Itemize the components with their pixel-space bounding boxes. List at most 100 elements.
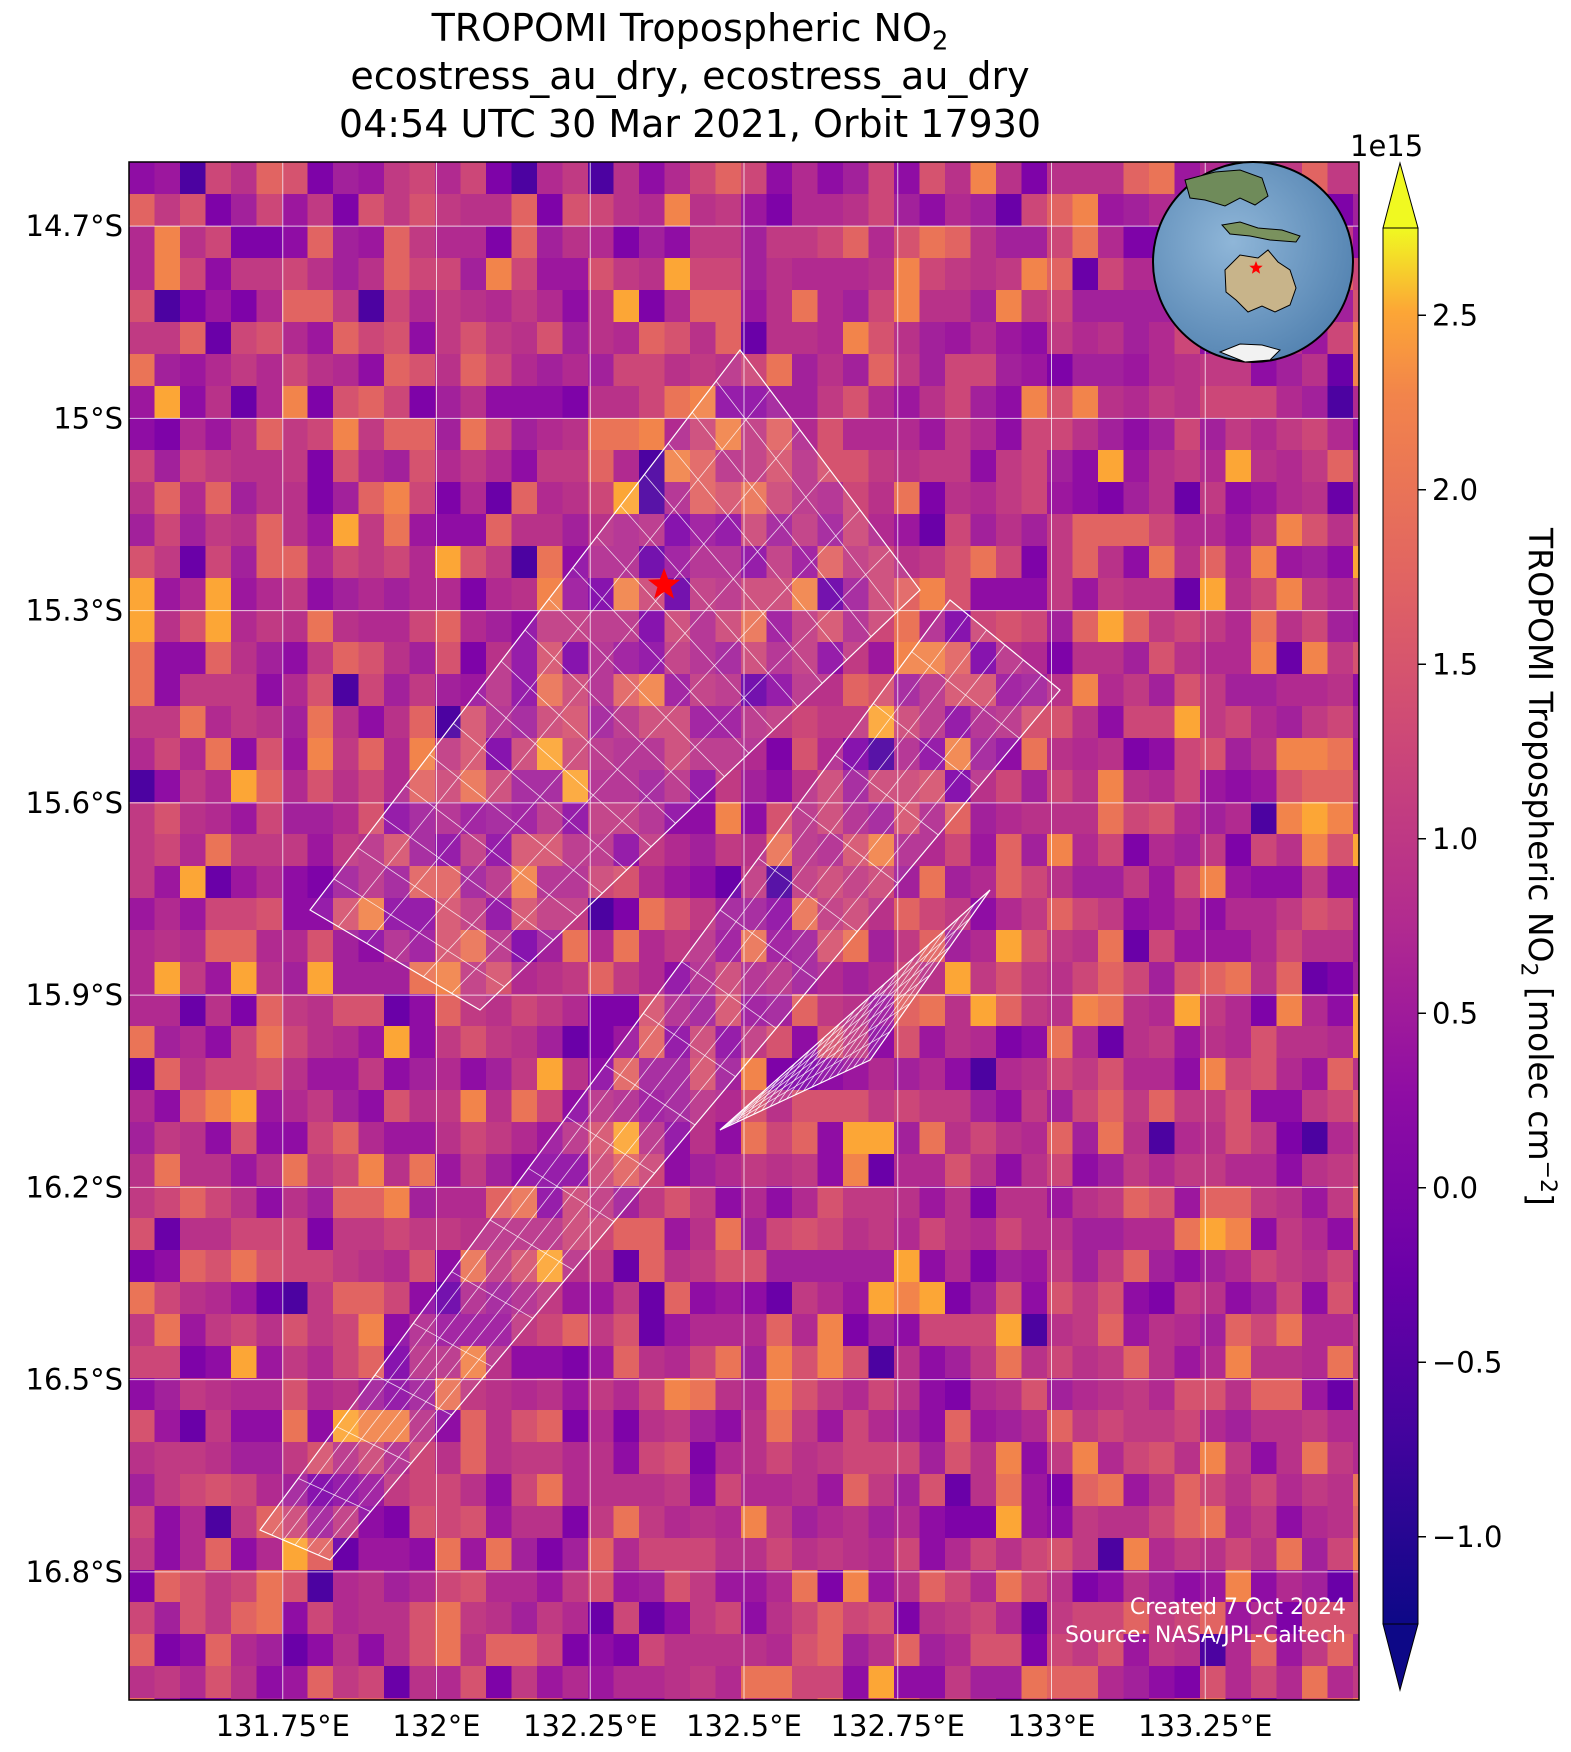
no2-pixel [741,1346,768,1379]
no2-pixel [970,1602,997,1635]
no2-pixel [384,1666,411,1699]
no2-pixel [1174,770,1201,803]
no2-pixel [409,674,436,707]
no2-pixel [1200,514,1227,547]
no2-pixel [715,802,742,835]
no2-pixel [1174,1410,1201,1443]
no2-pixel [460,1058,487,1091]
no2-pixel [307,738,334,771]
no2-pixel [180,930,207,963]
no2-pixel [1098,1090,1125,1123]
no2-pixel [639,1538,666,1571]
no2-pixel [792,1634,819,1667]
no2-pixel [1200,994,1227,1027]
no2-pixel [562,258,589,291]
no2-pixel [358,1282,385,1315]
no2-pixel [843,802,870,835]
no2-pixel [333,322,360,355]
no2-pixel [333,1122,360,1155]
no2-pixel [1251,1122,1278,1155]
no2-pixel [817,1538,844,1571]
no2-pixel [384,578,411,611]
no2-pixel [1251,898,1278,931]
latitude-tick-label: 15.3°S [26,594,123,628]
no2-pixel [511,514,538,547]
no2-pixel [231,1346,258,1379]
latitude-tick-label: 14.7°S [26,209,123,243]
no2-pixel [1047,738,1074,771]
no2-pixel [1174,738,1201,771]
no2-pixel [741,514,768,547]
no2-pixel [231,514,258,547]
no2-pixel [970,1634,997,1667]
no2-pixel [1327,738,1354,771]
no2-pixel [537,1442,564,1475]
no2-pixel [282,834,309,867]
no2-pixel [1021,418,1048,451]
no2-pixel [307,610,334,643]
no2-pixel [460,610,487,643]
no2-pixel [358,1314,385,1347]
no2-pixel [613,546,640,579]
no2-pixel [1302,1282,1329,1315]
no2-pixel [715,1602,742,1635]
no2-pixel [894,1538,921,1571]
no2-pixel [358,226,385,259]
no2-pixel [282,194,309,227]
no2-pixel [817,706,844,739]
no2-pixel [919,1538,946,1571]
no2-pixel [843,1346,870,1379]
no2-pixel [970,162,997,195]
no2-pixel [817,1666,844,1699]
no2-pixel [1276,1474,1303,1507]
no2-pixel [1353,578,1359,611]
no2-pixel [690,1026,717,1059]
footprint-mesh-line [423,509,861,977]
no2-pixel [1098,1250,1125,1283]
no2-pixel [307,1698,334,1700]
no2-pixel [1353,258,1359,291]
no2-pixel [282,1410,309,1443]
no2-pixel [919,578,946,611]
no2-pixel [1251,1026,1278,1059]
no2-pixel [664,322,691,355]
no2-pixel [282,354,309,387]
no2-pixel [282,962,309,995]
no2-pixel [817,1442,844,1475]
no2-pixel [1174,1058,1201,1091]
no2-pixel [843,162,870,195]
no2-pixel [562,482,589,515]
no2-pixel [435,738,462,771]
no2-pixel [460,162,487,195]
no2-pixel [307,866,334,899]
no2-pixel [1047,610,1074,643]
no2-pixel [792,994,819,1027]
no2-pixel [1200,1154,1227,1187]
no2-pixel [1123,482,1150,515]
no2-pixel [256,866,283,899]
no2-pixel [435,1122,462,1155]
no2-pixel [1021,1474,1048,1507]
no2-pixel [1072,1058,1099,1091]
no2-pixel [537,194,564,227]
no2-pixel [690,482,717,515]
no2-pixel [180,610,207,643]
no2-pixel [843,1474,870,1507]
no2-pixel [1225,546,1252,579]
no2-pixel [945,258,972,291]
no2-pixel [537,1154,564,1187]
no2-pixel [741,546,768,579]
no2-pixel [945,866,972,899]
no2-pixel [154,1346,181,1379]
no2-pixel [690,834,717,867]
no2-pixel [1098,706,1125,739]
no2-pixel [1302,1346,1329,1379]
no2-pixel [205,770,232,803]
no2-pixel [409,162,436,195]
no2-pixel [945,1442,972,1475]
no2-pixel [996,546,1023,579]
no2-pixel [1123,706,1150,739]
no2-pixel [817,194,844,227]
no2-pixel [562,226,589,259]
no2-pixel [384,1090,411,1123]
